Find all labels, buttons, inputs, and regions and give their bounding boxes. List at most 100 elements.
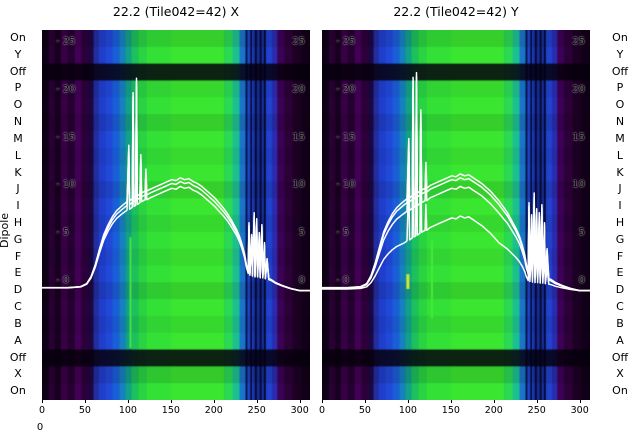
dipole-row-label: H — [615, 216, 625, 229]
dipole-row-label: N — [615, 115, 625, 129]
dipole-row-label: A — [616, 333, 624, 347]
dipole-row-label: C — [616, 300, 624, 314]
dipole-row-label: Y — [14, 47, 22, 61]
dipole-row-label: E — [616, 266, 624, 280]
y-tick-label-left: - 25 — [56, 36, 76, 47]
y-tick-label-left: - 10 — [56, 179, 76, 191]
dipole-labels-right: On Y Off P O N M L K J I H G F E D C B A Off X On — [600, 30, 640, 400]
dipole-row-label: Y — [616, 47, 624, 61]
dipole-row-label: I — [618, 199, 622, 213]
dipole-row-label: P — [14, 81, 22, 95]
x-tick-label: 150 — [161, 405, 180, 416]
bandpass-overlay-y — [322, 71, 590, 292]
dipole-row-label: Off — [611, 64, 629, 78]
dipole-row-label: L — [14, 148, 22, 162]
stray-tick-label: 0 — [36, 422, 44, 433]
dipole-row-label: On — [612, 384, 628, 398]
x-tick-mark — [299, 400, 301, 403]
dipole-row-label: J — [16, 182, 20, 196]
bandpass-line — [322, 84, 590, 292]
dipole-row-label: B — [14, 316, 22, 330]
y-tick-label-right: 5 — [578, 227, 585, 239]
dipole-row-label: Off — [9, 350, 27, 364]
dipole-row-label: C — [14, 300, 22, 314]
dipole-row-label: G — [13, 232, 23, 246]
dipole-row-label: L — [616, 148, 624, 162]
dipole-row-label: On — [10, 31, 26, 44]
dipole-row-label: D — [13, 283, 23, 297]
y-tick-label-right: 10 — [292, 179, 305, 191]
dipole-row-label: X — [616, 367, 624, 381]
dipole-row-label: F — [14, 249, 22, 263]
y-tick-label-right: 25 — [572, 36, 585, 47]
y-tick-label-left: - 10 — [336, 179, 356, 191]
y-tick-label-left: - 5 — [56, 227, 70, 239]
x-tick-label: 0 — [38, 405, 46, 416]
x-tick-label: 250 — [527, 405, 546, 416]
x-tick-mark — [42, 400, 43, 403]
x-tick-mark — [84, 400, 86, 403]
x-tick-mark — [493, 400, 495, 403]
dipole-row-label: Off — [9, 64, 27, 78]
dipole-row-label: B — [616, 316, 624, 330]
x-tick-mark — [170, 400, 172, 403]
x-tick-mark — [450, 400, 452, 403]
y-tick-label-right: 25 — [292, 36, 305, 47]
dipole-row-label: D — [615, 283, 625, 297]
y-tick-label-right: 20 — [292, 83, 305, 95]
dipole-row-label: X — [14, 367, 22, 381]
dipole-labels-left: On Y Off P O N M L K J I H G F E D C B A Off X On — [0, 30, 36, 400]
bandpass-line — [42, 86, 310, 292]
heatmap-canvas-y — [322, 30, 590, 400]
bandpass-line — [322, 71, 590, 292]
y-tick-label-left: - 0 — [56, 275, 70, 286]
bandpass-line — [322, 75, 590, 292]
bandpass-line — [322, 113, 590, 292]
dipole-row-label: H — [13, 216, 23, 229]
y-tick-label-right: 15 — [292, 131, 305, 143]
y-tick-label-right: 5 — [298, 227, 305, 239]
y-tick-label-left: - 0 — [336, 275, 350, 286]
x-tick-label: 0 — [318, 405, 326, 416]
dipole-row-label: On — [612, 31, 628, 44]
dipole-row-label: O — [13, 98, 23, 112]
dipole-row-label: A — [14, 333, 22, 347]
x-tick-mark — [536, 400, 538, 403]
x-tick-label: 100 — [118, 405, 137, 416]
x-tick-label: 300 — [570, 405, 589, 416]
y-tick-label-left: - 20 — [336, 83, 356, 95]
dipole-row-label: M — [13, 131, 23, 145]
dipole-row-label: K — [616, 165, 624, 179]
dipole-row-label: N — [13, 115, 23, 129]
x-tick-label: 100 — [398, 405, 417, 416]
y-tick-label-left: - 25 — [336, 36, 356, 47]
heatmap-panel-x: - 25 25 - 20 20 - 15 15 - 10 10 - 5 5 - 0 0 — [42, 30, 310, 400]
x-tick-label: 50 — [78, 405, 91, 416]
y-tick-label-left: - 15 — [56, 131, 76, 143]
x-tick-mark — [256, 400, 258, 403]
y-tick-label-right: 0 — [298, 275, 305, 286]
x-tick-label: 200 — [484, 405, 503, 416]
y-tick-label-left: - 15 — [336, 131, 356, 143]
y-tick-label-left: - 20 — [56, 83, 76, 95]
dipole-row-label: E — [14, 266, 22, 280]
dipole-row-label: F — [616, 249, 624, 263]
panel-title-x: 22.2 (Tile042=42) X — [112, 4, 240, 19]
x-tick-mark — [127, 400, 129, 403]
x-tick-label: 50 — [358, 405, 371, 416]
y-tick-label-right: 0 — [578, 275, 585, 286]
dipole-row-label: Off — [611, 350, 629, 364]
y-tick-label-right: 10 — [572, 179, 585, 191]
y-tick-label-right: 15 — [572, 131, 585, 143]
y-tick-label-left: - 5 — [336, 227, 350, 239]
heatmap-canvas-x — [42, 30, 310, 400]
x-tick-mark — [322, 400, 323, 403]
y-tick-label-right: 20 — [572, 83, 585, 95]
x-tick-mark — [579, 400, 581, 403]
x-tick-label: 300 — [290, 405, 309, 416]
heatmap-panel-y: - 25 25 - 20 20 - 15 15 - 10 10 - 5 5 - 0 0 — [322, 30, 590, 400]
bandpass-line — [42, 81, 310, 292]
x-tick-label: 200 — [204, 405, 223, 416]
x-tick-label: 250 — [247, 405, 266, 416]
